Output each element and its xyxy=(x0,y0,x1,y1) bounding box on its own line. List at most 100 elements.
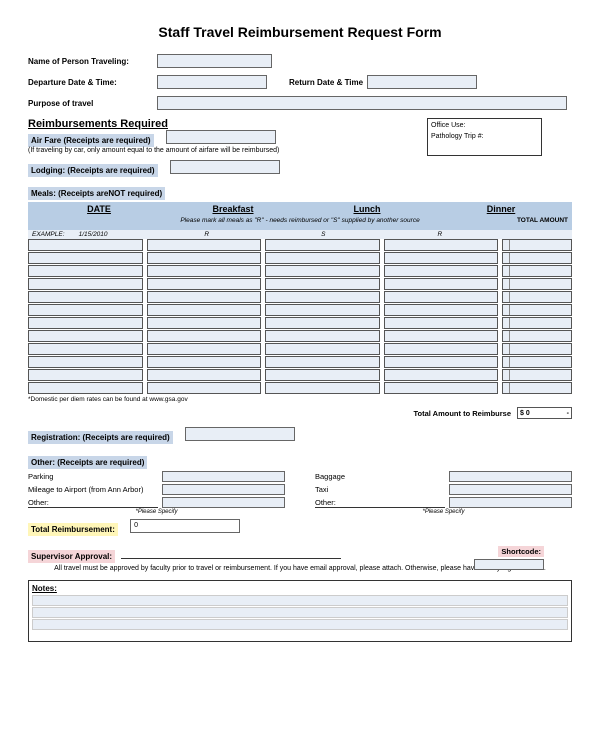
meals-row xyxy=(28,304,572,316)
notes-line[interactable] xyxy=(32,619,568,630)
meals-cell[interactable] xyxy=(384,330,499,342)
meals-row xyxy=(28,239,572,251)
baggage-field[interactable] xyxy=(449,471,572,482)
registration-field[interactable] xyxy=(185,427,295,441)
meals-cell[interactable] xyxy=(147,382,262,394)
total-reimburse-label: Total Amount to Reimburse xyxy=(414,409,512,418)
col-lunch: Lunch xyxy=(300,204,434,214)
meals-cell[interactable] xyxy=(384,317,499,329)
meals-total-cell[interactable] xyxy=(502,239,572,251)
shortcode-field[interactable] xyxy=(474,559,544,570)
example-dinner: R xyxy=(382,231,499,238)
meals-row xyxy=(28,356,572,368)
lodging-header: Lodging: (Receipts are required) xyxy=(28,164,158,177)
lodging-field[interactable] xyxy=(170,160,280,174)
meals-cell[interactable] xyxy=(265,304,380,316)
meals-cell[interactable] xyxy=(28,330,143,342)
mileage-field[interactable] xyxy=(162,484,285,495)
purpose-field[interactable] xyxy=(157,96,567,110)
notes-line[interactable] xyxy=(32,595,568,606)
meals-cell[interactable] xyxy=(28,382,143,394)
meals-cell[interactable] xyxy=(147,252,262,264)
meals-cell[interactable] xyxy=(265,278,380,290)
meals-total-cell[interactable] xyxy=(502,382,572,394)
meals-cell[interactable] xyxy=(28,265,143,277)
meals-cell[interactable] xyxy=(28,252,143,264)
meals-cell[interactable] xyxy=(384,239,499,251)
notes-lines[interactable] xyxy=(32,595,568,630)
meals-cell[interactable] xyxy=(384,369,499,381)
meals-cell[interactable] xyxy=(384,278,499,290)
meals-cell[interactable] xyxy=(384,265,499,277)
departure-field[interactable] xyxy=(157,75,267,89)
meals-cell[interactable] xyxy=(265,382,380,394)
meals-cell[interactable] xyxy=(28,304,143,316)
meals-cell[interactable] xyxy=(147,343,262,355)
meals-cell[interactable] xyxy=(147,291,262,303)
meals-cell[interactable] xyxy=(147,356,262,368)
meals-cell[interactable] xyxy=(265,239,380,251)
total-reimburse-value: $ 0- xyxy=(517,407,572,419)
meals-cell[interactable] xyxy=(28,239,143,251)
meals-total-cell[interactable] xyxy=(502,343,572,355)
meals-cell[interactable] xyxy=(384,304,499,316)
taxi-field[interactable] xyxy=(449,484,572,495)
meals-cell[interactable] xyxy=(265,330,380,342)
airfare-field[interactable] xyxy=(166,130,276,144)
meals-total-cell[interactable] xyxy=(502,291,572,303)
meals-cell[interactable] xyxy=(28,317,143,329)
parking-field[interactable] xyxy=(162,471,285,482)
shortcode-label: Shortcode: xyxy=(498,546,544,557)
meals-cell[interactable] xyxy=(384,291,499,303)
meals-total-cell[interactable] xyxy=(502,304,572,316)
meals-cell[interactable] xyxy=(147,304,262,316)
meals-cell[interactable] xyxy=(384,343,499,355)
meals-cell[interactable] xyxy=(28,369,143,381)
meals-cell[interactable] xyxy=(147,369,262,381)
meals-cell[interactable] xyxy=(384,356,499,368)
purpose-label: Purpose of travel xyxy=(28,99,153,108)
supervisor-signature-line[interactable] xyxy=(121,548,341,559)
notes-box: Notes: xyxy=(28,580,572,642)
meals-total-cell[interactable] xyxy=(502,330,572,342)
return-field[interactable] xyxy=(367,75,477,89)
meals-cell[interactable] xyxy=(147,330,262,342)
meals-cell[interactable] xyxy=(384,252,499,264)
meals-table-header: DATE Breakfast Lunch Dinner Please mark … xyxy=(28,202,572,230)
meals-total-cell[interactable] xyxy=(502,265,572,277)
dates-row: Departure Date & Time: Return Date & Tim… xyxy=(28,75,572,89)
meals-row xyxy=(28,291,572,303)
other-right-field[interactable] xyxy=(449,497,572,508)
meals-cell[interactable] xyxy=(265,265,380,277)
other-left-field[interactable] xyxy=(162,497,285,508)
meals-cell[interactable] xyxy=(265,343,380,355)
meals-cell[interactable] xyxy=(265,356,380,368)
meals-cell[interactable] xyxy=(147,278,262,290)
meals-total-cell[interactable] xyxy=(502,252,572,264)
name-row: Name of Person Traveling: xyxy=(28,54,572,68)
meals-cell[interactable] xyxy=(265,317,380,329)
notes-line[interactable] xyxy=(32,607,568,618)
meals-total-cell[interactable] xyxy=(502,356,572,368)
col-dinner: Dinner xyxy=(434,204,568,214)
name-field[interactable] xyxy=(157,54,272,68)
meals-total-cell[interactable] xyxy=(502,369,572,381)
meals-row xyxy=(28,343,572,355)
meals-cell[interactable] xyxy=(147,239,262,251)
meals-row xyxy=(28,317,572,329)
meals-cell[interactable] xyxy=(265,252,380,264)
meals-cell[interactable] xyxy=(147,317,262,329)
meals-row xyxy=(28,382,572,394)
specify-right: *Please Specify xyxy=(315,509,572,515)
meals-cell[interactable] xyxy=(28,343,143,355)
meals-cell[interactable] xyxy=(147,265,262,277)
meals-total-cell[interactable] xyxy=(502,317,572,329)
meals-cell[interactable] xyxy=(28,291,143,303)
notes-label: Notes: xyxy=(32,584,57,593)
meals-cell[interactable] xyxy=(265,369,380,381)
meals-cell[interactable] xyxy=(28,356,143,368)
meals-total-cell[interactable] xyxy=(502,278,572,290)
meals-cell[interactable] xyxy=(28,278,143,290)
meals-cell[interactable] xyxy=(384,382,499,394)
meals-cell[interactable] xyxy=(265,291,380,303)
